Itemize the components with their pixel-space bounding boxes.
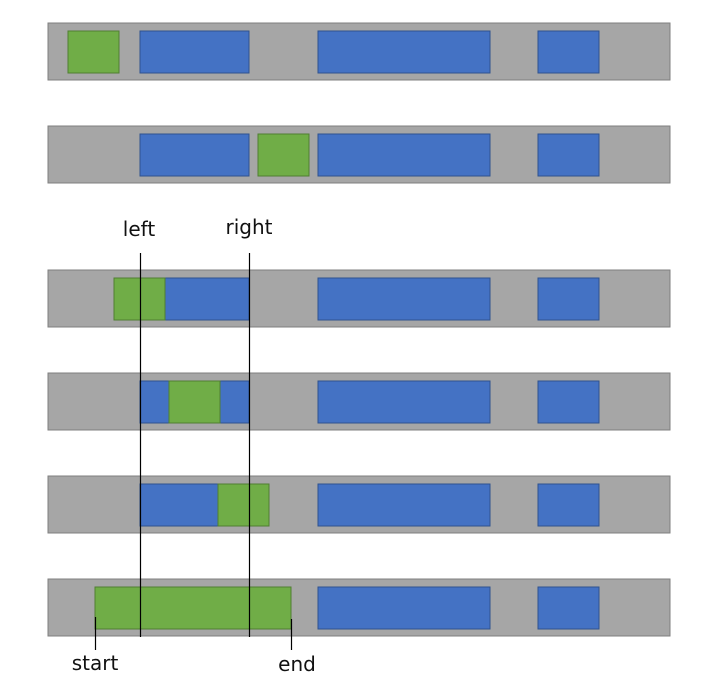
occupied-block [537, 30, 600, 74]
new-interval-block [217, 483, 270, 527]
row-3 [47, 269, 671, 328]
row-5 [47, 475, 671, 534]
end-label: end [278, 652, 316, 676]
occupied-block [317, 586, 491, 630]
occupied-block [139, 30, 250, 74]
new-interval-block [113, 277, 166, 321]
new-interval-block [168, 380, 221, 424]
occupied-block [537, 586, 600, 630]
start-label: start [72, 651, 119, 675]
row-6 [47, 578, 671, 637]
occupied-block [317, 483, 491, 527]
occupied-block [317, 133, 491, 177]
row-2 [47, 125, 671, 184]
new-interval-block [67, 30, 120, 74]
row-4 [47, 372, 671, 431]
new-interval-block [257, 133, 310, 177]
row-1 [47, 22, 671, 81]
occupied-block [317, 30, 491, 74]
occupied-block [317, 277, 491, 321]
merged-interval-block [94, 586, 292, 630]
occupied-block [317, 380, 491, 424]
occupied-block [537, 483, 600, 527]
right-label: right [226, 215, 273, 239]
occupied-block [139, 133, 250, 177]
occupied-block [537, 380, 600, 424]
occupied-block [537, 133, 600, 177]
left-label: left [123, 217, 156, 241]
occupied-block [537, 277, 600, 321]
